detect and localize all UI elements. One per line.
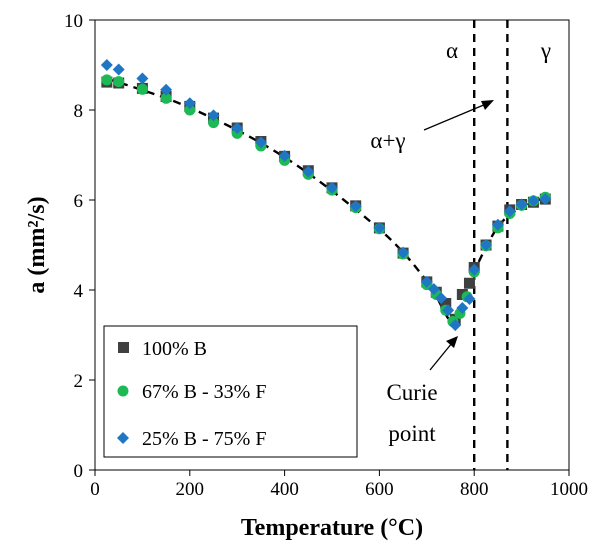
legend-marker-diamond [117,432,129,444]
legend-label-100b: 100% B [142,338,207,360]
legend-box [103,325,358,458]
data-point-series-3 [480,239,493,251]
data-point-series-3 [527,194,540,207]
data-point-series-2 [208,117,219,129]
gamma-label: γ [540,38,551,63]
data-point-series-2 [184,104,196,116]
data-point-series-1 [440,298,452,309]
data-point-series-3 [435,292,448,305]
data-point-series-3 [373,221,386,234]
y-tick-label: 10 [64,11,83,32]
data-point-series-3 [456,302,469,314]
curie-label-line2: point [388,421,436,446]
data-point-series-3 [449,319,462,332]
curie-arrow [429,336,458,371]
data-point-series-3 [231,122,244,134]
data-point-series-3 [136,72,149,85]
data-point-series-3 [539,193,552,206]
x-tick-label: 0 [90,479,100,500]
data-point-series-2 [136,83,148,95]
data-point-series-2 [101,74,113,86]
data-point-series-3 [326,181,338,194]
data-point-series-3 [278,149,291,162]
data-point-series-3 [420,275,433,288]
data-point-series-3 [183,97,196,110]
y-tick-label: 2 [74,371,84,392]
x-tick-label: 600 [365,479,394,500]
alpha-label: α [446,38,458,63]
y-axis-title: a (mm²/s) [24,196,50,293]
data-point-series-3 [503,205,516,218]
data-point-series-3 [515,198,528,211]
data-point-series-3 [100,59,113,71]
curie-label-line1: Curie [386,380,437,405]
y-tick-label: 0 [74,461,84,482]
data-point-series-3 [442,304,455,317]
data-point-series-2 [160,92,172,104]
data-point-series-3 [112,63,125,76]
alpha-gamma-label: α+γ [370,128,405,153]
data-point-series-3 [254,136,267,149]
data-point-series-3 [397,246,410,259]
data-point-series-3 [207,109,220,122]
ticks-layer: 0 200 400 600 800 1000 0 2 4 6 8 10 [64,11,588,500]
x-axis-title: Temperature (°C) [241,515,423,541]
y-tick-label: 8 [74,101,84,122]
x-tick-label: 200 [176,479,205,500]
legend-marker-square [118,342,129,353]
data-point-series-3 [160,83,173,96]
x-tick-label: 800 [460,479,489,500]
legend: 100% B 67% B - 33% F 25% B - 75% F [103,325,358,458]
data-point-series-2 [113,76,125,88]
data-points [100,59,552,332]
data-point-series-3 [468,263,481,276]
y-tick-label: 6 [74,191,84,212]
data-point-series-3 [491,218,504,231]
data-point-series-3 [349,200,362,213]
legend-marker-circle [117,385,129,397]
x-tick-label: 400 [270,479,299,500]
data-point-series-1 [463,277,475,289]
data-point-series-3 [463,293,476,305]
x-tick-label: 1000 [550,479,588,500]
data-point-series-3 [427,283,440,296]
legend-label-67b: 67% B - 33% F [142,381,266,403]
alpha-gamma-arrow [423,100,494,131]
data-point-series-3 [302,165,315,178]
y-tick-label: 4 [74,281,84,302]
legend-label-25b: 25% B - 75% F [142,428,266,450]
